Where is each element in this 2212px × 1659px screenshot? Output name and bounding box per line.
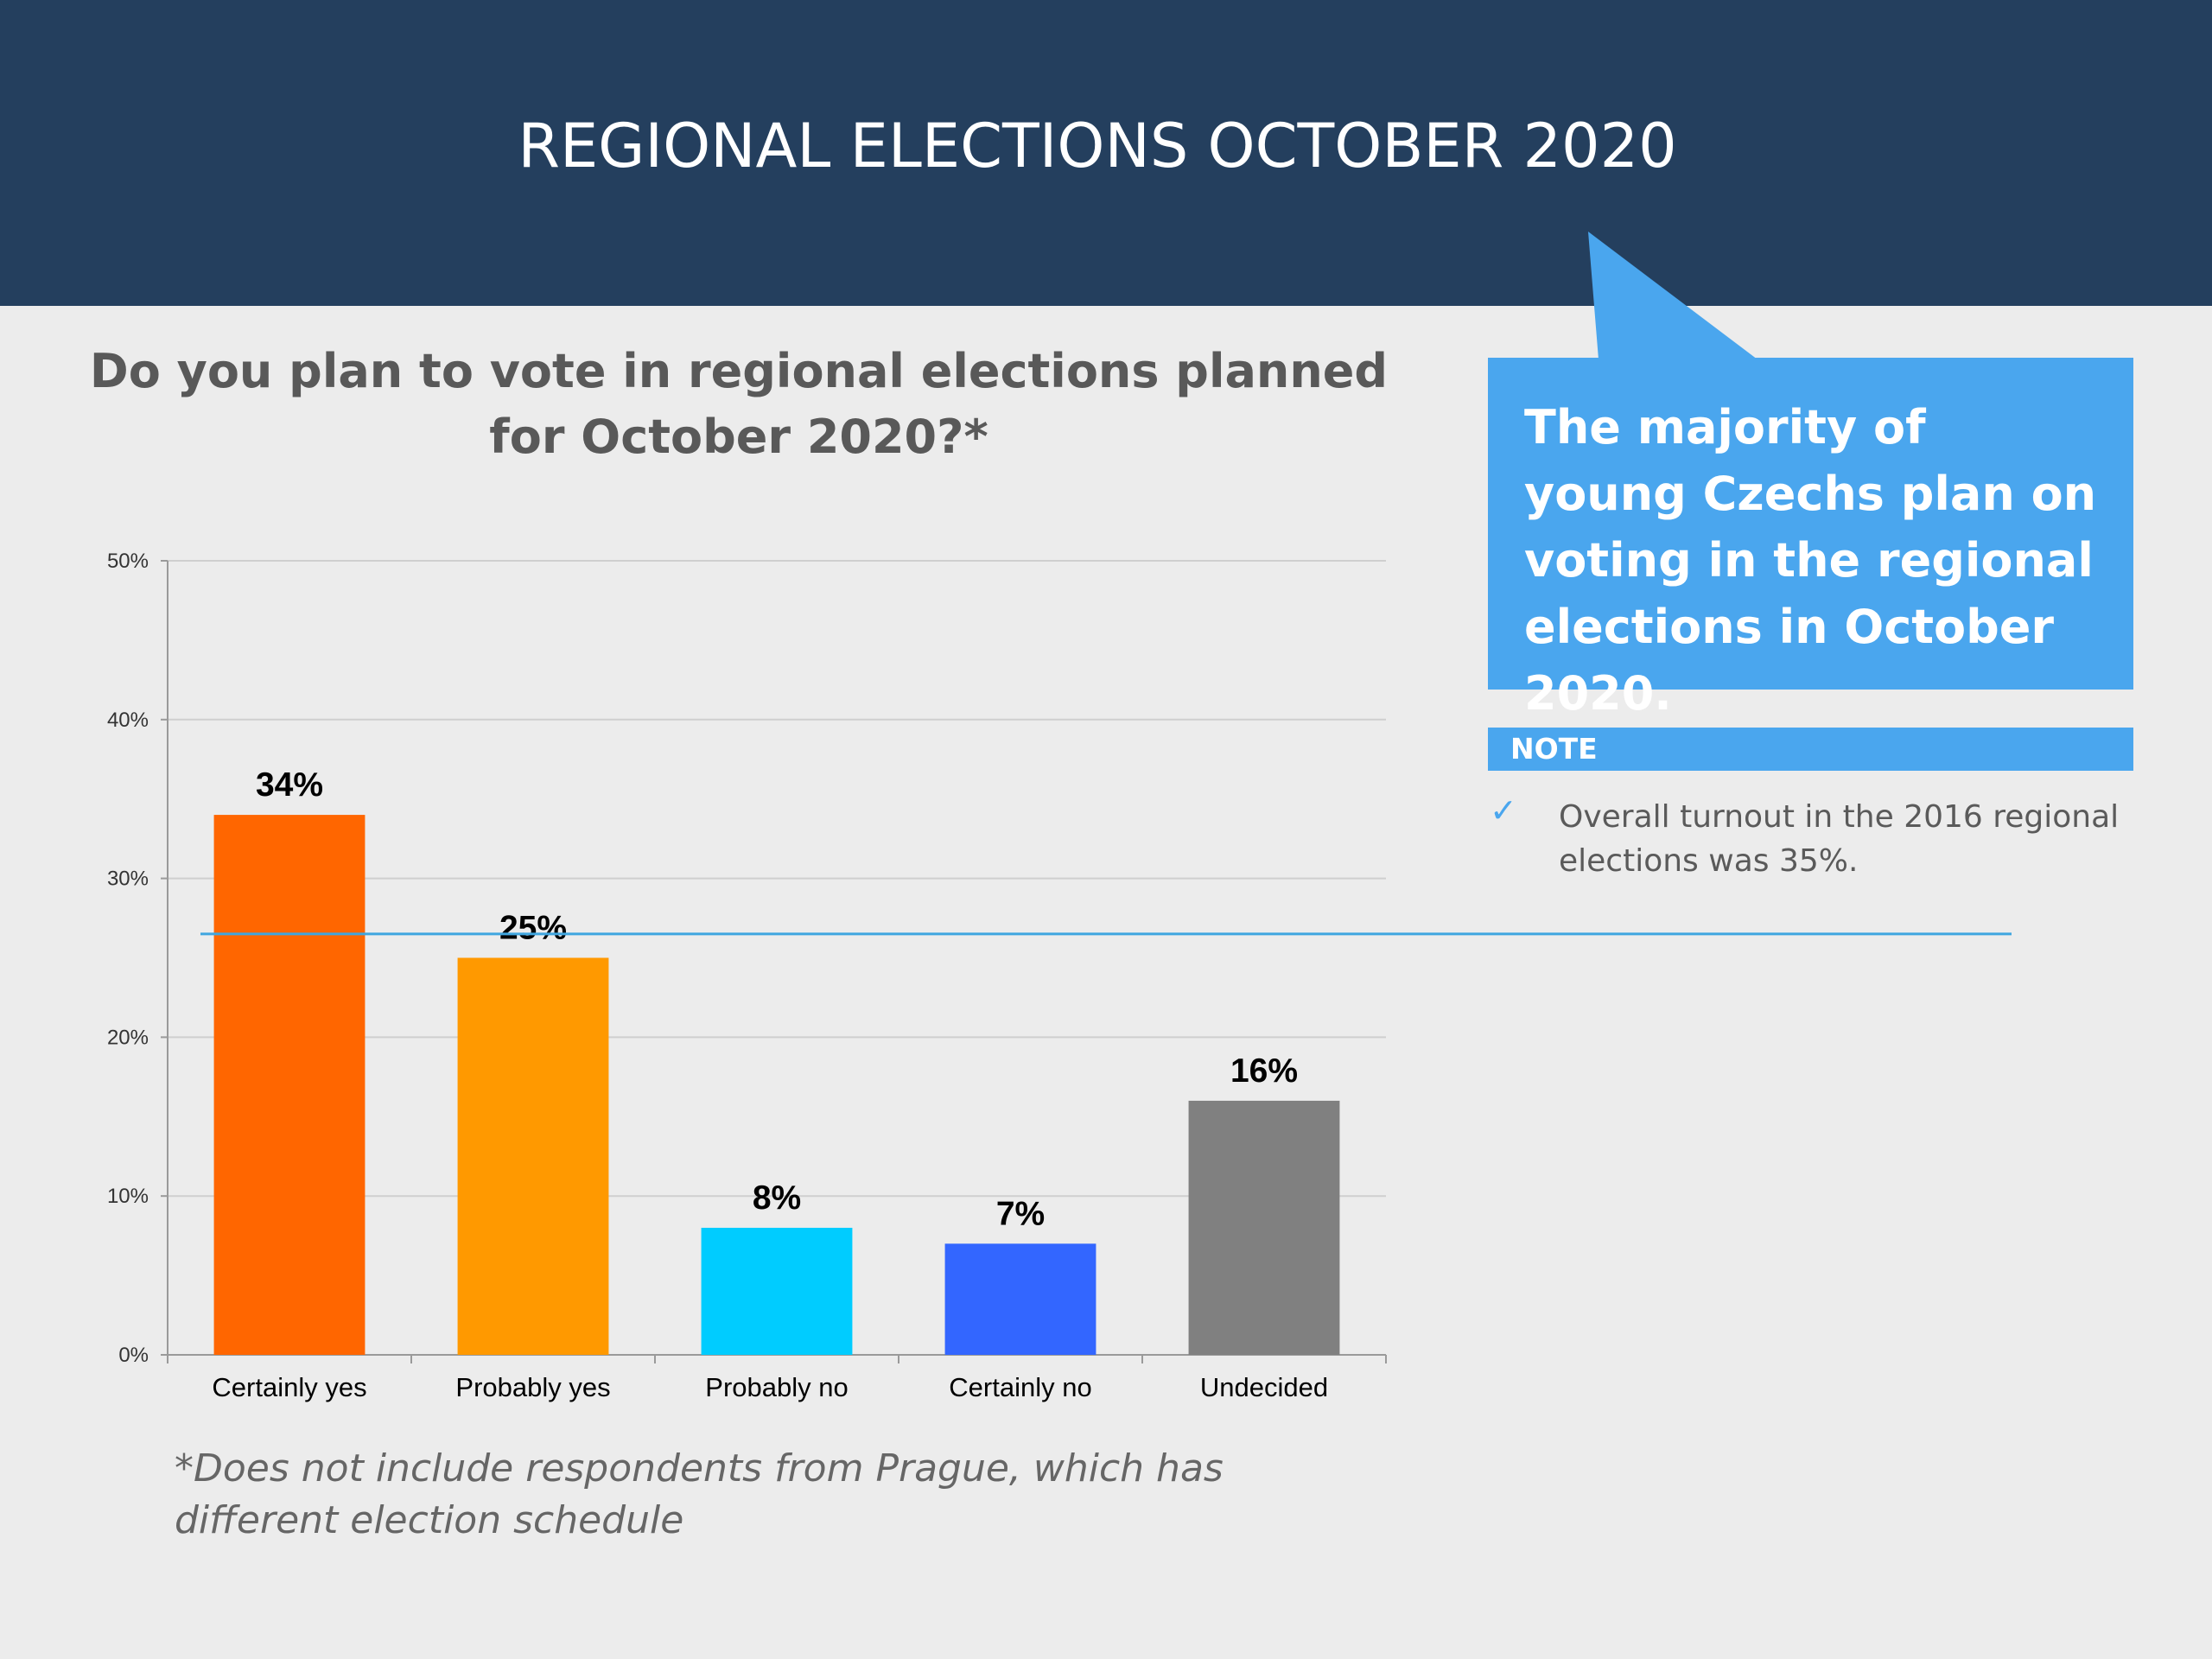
chart-title: Do you plan to vote in regional election… (89, 344, 1389, 464)
data-label: 25% (499, 910, 567, 947)
category-label: Probably yes (455, 1372, 610, 1402)
category-label: Undecided (1200, 1372, 1328, 1402)
callout-box: The majority of young Czechs plan on vot… (1488, 358, 2133, 721)
bar (944, 1243, 1096, 1355)
y-tick-label: 10% (107, 1185, 149, 1208)
category-label: Probably no (705, 1372, 848, 1402)
footnote: *Does not include respondents from Pragu… (175, 1446, 1224, 1542)
note-text: Overall turnout in the 2016 regional ele… (1559, 799, 2120, 879)
bar (213, 815, 365, 1355)
y-tick-label: 40% (107, 709, 149, 732)
category-label: Certainly no (949, 1372, 1091, 1402)
data-label: 7% (996, 1195, 1045, 1232)
data-label: 16% (1230, 1052, 1298, 1090)
bar (457, 957, 609, 1355)
category-label: Certainly yes (212, 1372, 366, 1402)
note-heading: NOTE (1488, 728, 2133, 771)
data-label: 34% (256, 766, 323, 804)
y-tick-label: 20% (107, 1026, 149, 1049)
header-bar: REGIONAL ELECTIONS OCTOBER 2020 (0, 0, 2212, 306)
y-tick-label: 50% (107, 550, 149, 573)
check-icon: ✓ (1490, 791, 1517, 830)
y-tick-label: 0% (118, 1344, 149, 1367)
y-tick-label: 30% (107, 868, 149, 891)
page-title: REGIONAL ELECTIONS OCTOBER 2020 (518, 111, 1677, 181)
data-label: 8% (753, 1179, 801, 1217)
bar (1188, 1100, 1340, 1355)
bar (701, 1227, 853, 1355)
